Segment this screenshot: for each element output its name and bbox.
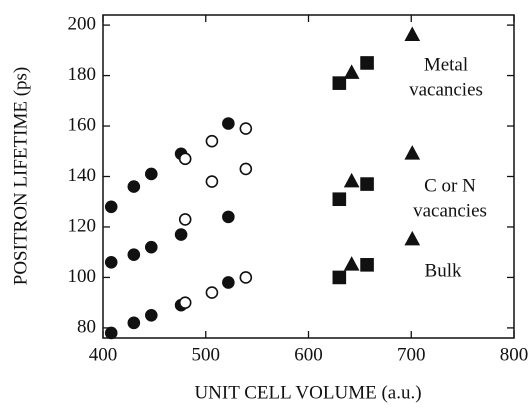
point xyxy=(144,167,158,181)
annotation: vacancies xyxy=(409,79,483,100)
y-tick-label: 100 xyxy=(68,266,97,287)
annotation: C or N xyxy=(424,175,476,196)
y-tick-label: 160 xyxy=(68,114,97,135)
point xyxy=(104,255,118,269)
point xyxy=(360,177,374,191)
point xyxy=(205,175,219,188)
point xyxy=(144,240,158,254)
point xyxy=(360,56,374,70)
y-tick-label: 120 xyxy=(68,215,97,236)
point xyxy=(127,316,141,330)
annotation: Bulk xyxy=(425,260,462,281)
point xyxy=(343,256,360,271)
point xyxy=(239,122,253,135)
point xyxy=(127,180,141,193)
point xyxy=(332,270,347,285)
y-tick-label: 180 xyxy=(68,64,97,85)
x-axis-title: UNIT CELL VOLUME (a.u.) xyxy=(194,382,421,403)
x-tick-label: 800 xyxy=(500,344,529,365)
point xyxy=(332,76,347,90)
point xyxy=(343,64,360,79)
point xyxy=(239,271,253,284)
point xyxy=(144,308,158,322)
point xyxy=(343,172,360,188)
y-axis-title: POSITRON LIFETIME (ps) xyxy=(10,67,31,286)
point xyxy=(222,117,235,130)
x-tick-label: 700 xyxy=(397,344,426,365)
point xyxy=(174,228,188,241)
point xyxy=(178,213,192,226)
point xyxy=(404,230,421,246)
point xyxy=(127,248,141,262)
x-tick-label: 400 xyxy=(89,344,118,365)
point xyxy=(104,200,118,214)
point xyxy=(178,296,192,309)
annotation: Metal xyxy=(424,54,468,75)
point xyxy=(205,134,219,148)
point xyxy=(222,276,235,289)
y-tick-label: 200 xyxy=(68,13,97,34)
point xyxy=(332,192,347,207)
point xyxy=(178,152,192,166)
point xyxy=(360,258,374,272)
point xyxy=(239,162,253,176)
x-tick-label: 500 xyxy=(192,344,221,365)
annotation: vacancies xyxy=(413,200,487,221)
point xyxy=(104,326,118,340)
point xyxy=(205,286,219,299)
y-tick-label: 140 xyxy=(68,165,97,186)
x-tick-label: 600 xyxy=(294,344,323,365)
y-tick-label: 80 xyxy=(77,316,96,337)
point xyxy=(404,26,421,41)
point xyxy=(404,145,421,160)
point xyxy=(222,210,235,224)
